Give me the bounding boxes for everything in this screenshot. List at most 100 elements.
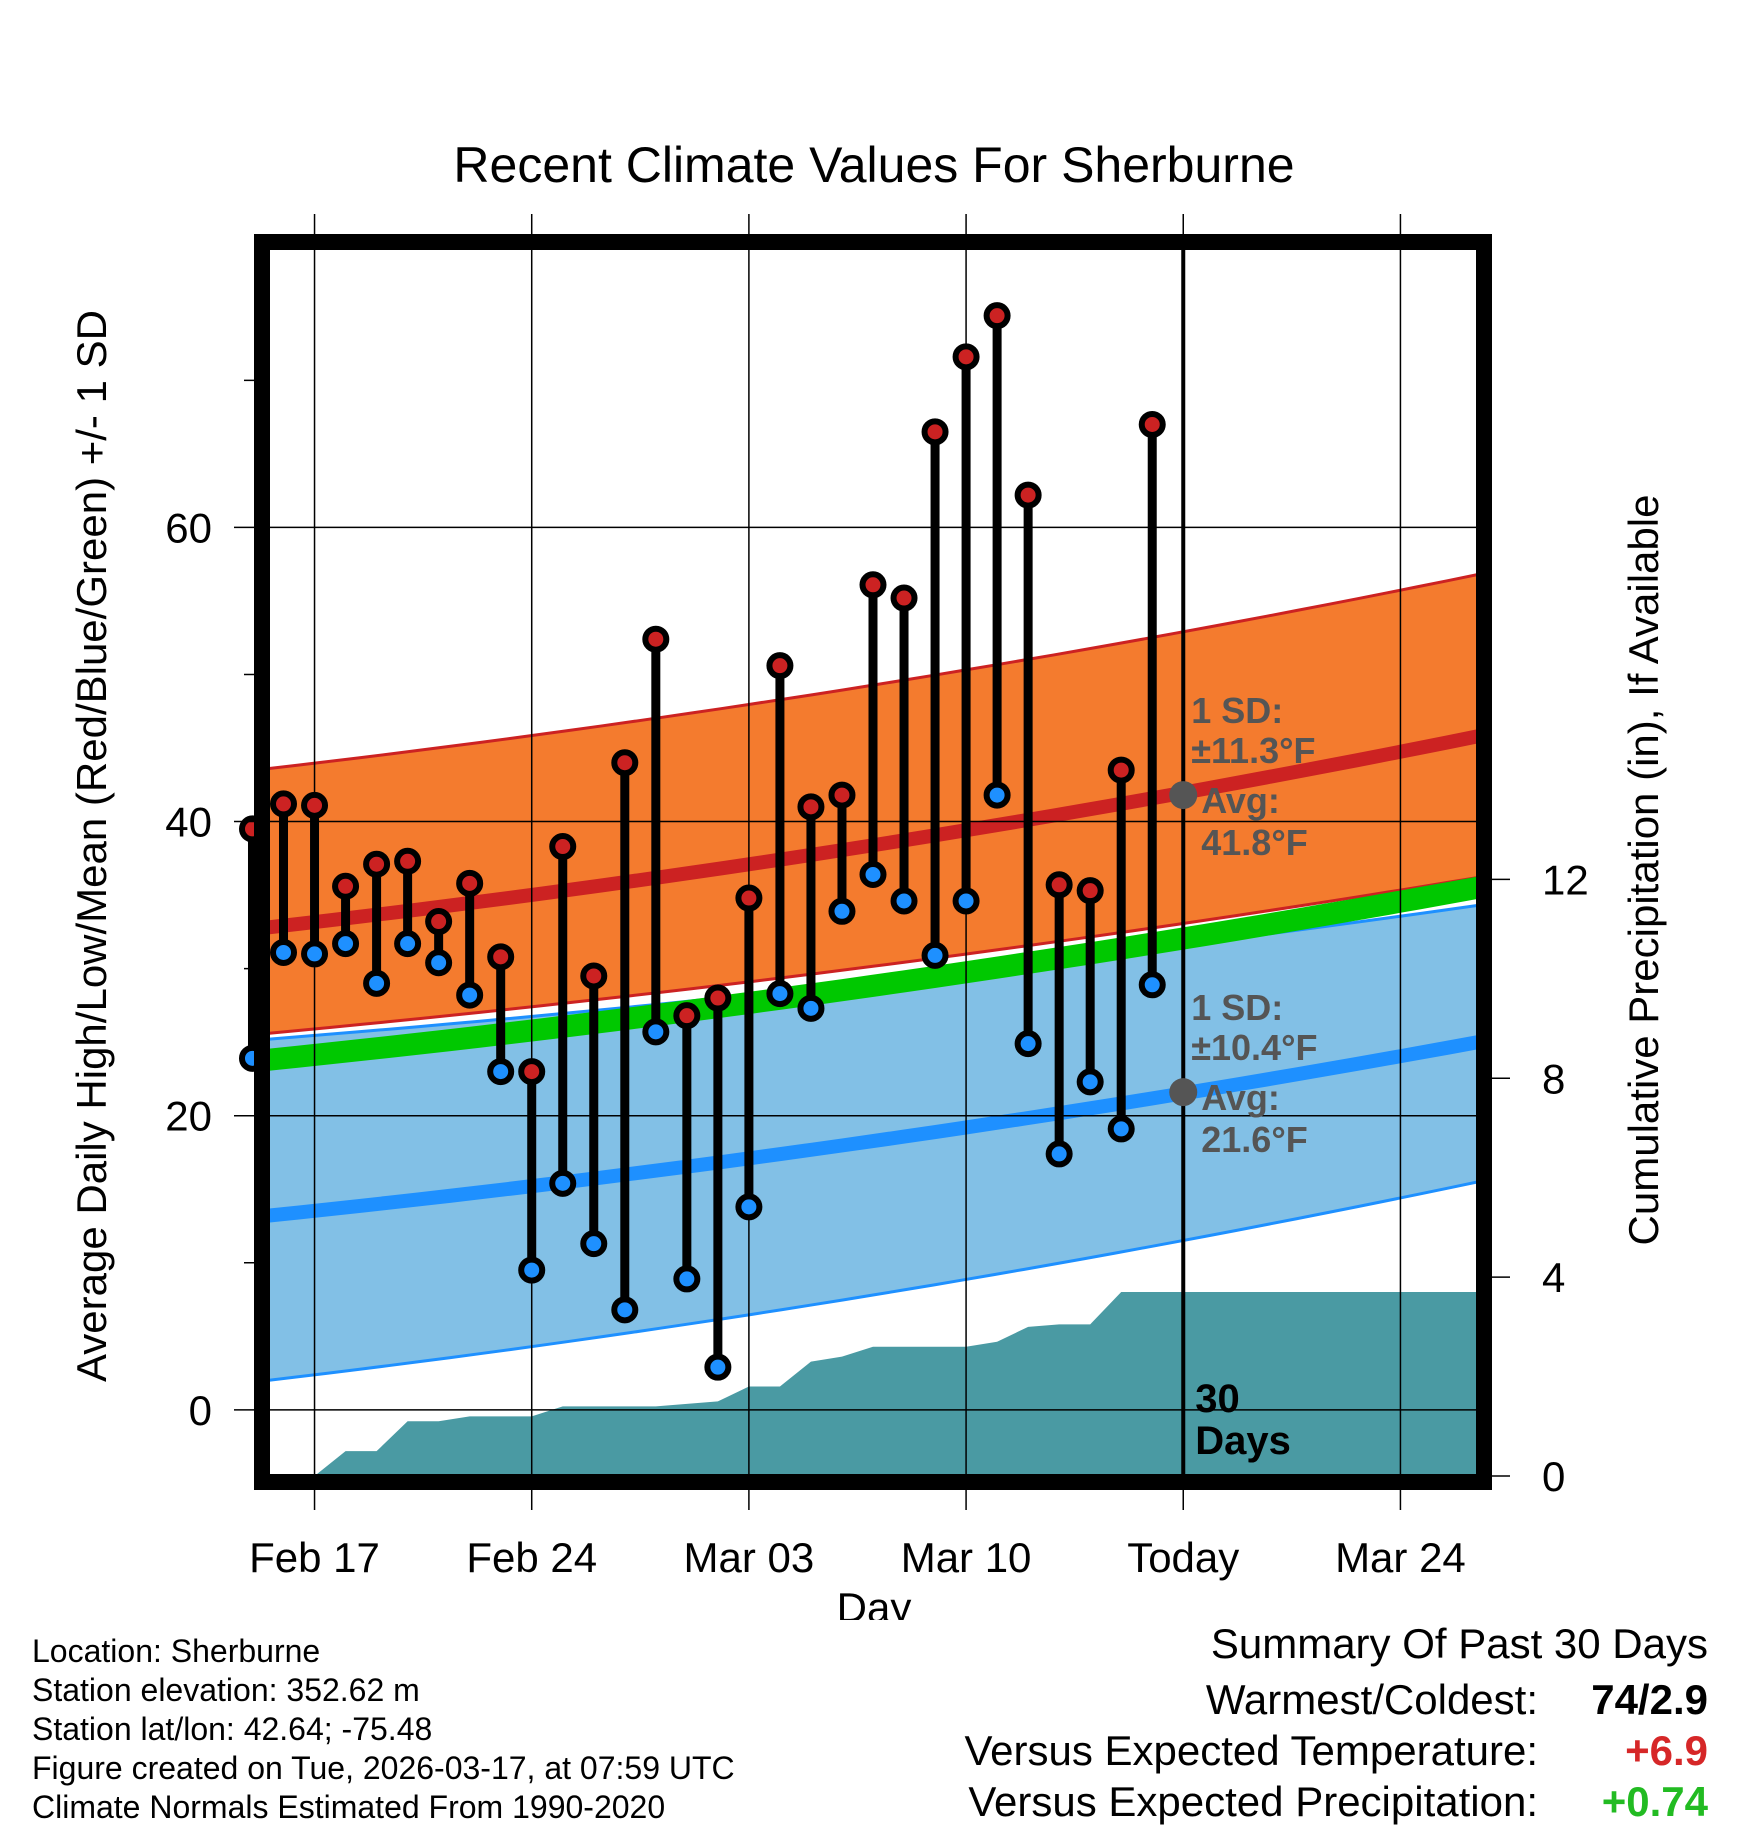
precipitation-departure-value: +0.74 <box>1601 1777 1708 1825</box>
y-tick-label: 0 <box>189 1387 212 1434</box>
y2-axis-label: Cumulative Precipitation (in), If Availa… <box>1620 495 1667 1246</box>
y2-tick-label: 8 <box>1542 1055 1565 1102</box>
low-point <box>704 1353 732 1381</box>
low-point <box>611 1296 639 1324</box>
low-point <box>270 938 298 966</box>
high-point <box>518 1058 546 1086</box>
low-point <box>797 994 825 1022</box>
days-word-label: Days <box>1195 1419 1291 1463</box>
observed-values <box>238 302 1166 1381</box>
high-point <box>890 584 918 612</box>
today-high-sd-value: ±11.3°F <box>1191 730 1315 771</box>
today-high-avg-marker <box>1169 781 1198 810</box>
precip-area-group <box>314 1292 1478 1476</box>
low-point <box>487 1058 515 1086</box>
high-point <box>859 571 887 599</box>
location-text: Location: Sherburne <box>32 1633 321 1669</box>
high-point <box>487 943 515 971</box>
low-point <box>425 949 453 977</box>
station-info: Location: Sherburne Station elevation: 3… <box>32 1632 735 1827</box>
temperature-departure-row: Versus Expected Temperature: +6.9 <box>808 1725 1708 1776</box>
low-point <box>921 941 949 969</box>
high-lower-line <box>268 875 1478 1035</box>
low-point <box>735 1193 763 1221</box>
x-tick-label: Today <box>1127 1534 1239 1581</box>
low-point <box>518 1256 546 1284</box>
low-point <box>952 887 980 915</box>
avg-mean-line <box>268 876 1478 1071</box>
high-point <box>921 418 949 446</box>
high-point <box>270 790 298 818</box>
high-point <box>735 884 763 912</box>
latlon-text: Station lat/lon: 42.64; -75.48 <box>32 1711 433 1747</box>
low-point <box>301 940 329 968</box>
y-axis-label: Average Daily High/Low/Mean (Red/Blue/Gr… <box>68 310 115 1382</box>
low-point <box>1076 1068 1104 1096</box>
precip-area <box>314 1292 1478 1476</box>
high-point <box>828 781 856 809</box>
low-point <box>828 897 856 925</box>
warmest-coldest-label: Warmest/Coldest: <box>1205 1675 1538 1723</box>
summary-title: Summary Of Past 30 Days <box>1210 1620 1708 1667</box>
high-point <box>983 302 1011 330</box>
axis-ticks: 0 20 40 60 0 4 8 12 Feb 17 Feb 24 Mar 03 Mar 10 Toda… <box>165 214 1589 1581</box>
warmest-coldest-row: Warmest/Coldest: 74/2.9 <box>808 1674 1708 1725</box>
high-point <box>394 847 422 875</box>
high-point <box>673 1002 701 1030</box>
low-point <box>983 781 1011 809</box>
low-point <box>363 969 391 997</box>
plot-border <box>254 234 1492 1490</box>
x-tick-label: Mar 24 <box>1335 1534 1466 1581</box>
x-axis-label: Day <box>837 1584 912 1620</box>
low-point <box>642 1018 670 1046</box>
low-point <box>1138 971 1166 999</box>
y-tick-label: 40 <box>165 799 212 846</box>
precipitation-departure-row: Versus Expected Precipitation: +0.74 <box>808 1776 1708 1827</box>
low-point <box>890 887 918 915</box>
high-point <box>704 984 732 1012</box>
high-point <box>952 343 980 371</box>
y2-tick-label: 12 <box>1542 856 1589 903</box>
high-point <box>642 625 670 653</box>
low-point <box>766 980 794 1008</box>
x-tick-label: Mar 10 <box>901 1534 1032 1581</box>
high-point <box>363 850 391 878</box>
high-point <box>1014 481 1042 509</box>
high-point <box>611 749 639 777</box>
x-tick-label: Feb 17 <box>249 1534 380 1581</box>
y-tick-label: 20 <box>165 1093 212 1140</box>
high-point <box>425 908 453 936</box>
low-point <box>1045 1140 1073 1168</box>
high-point <box>549 833 577 861</box>
today-low-avg-marker <box>1169 1078 1198 1107</box>
x-tick-label: Feb 24 <box>466 1534 597 1581</box>
low-point <box>859 861 887 889</box>
low-point <box>1107 1115 1135 1143</box>
today-high-avg-label: Avg: <box>1201 780 1280 821</box>
high-point <box>1076 877 1104 905</box>
today-low-avg-value: 21.6°F <box>1201 1119 1307 1160</box>
low-point <box>580 1230 608 1258</box>
elevation-text: Station elevation: 352.62 m <box>32 1672 420 1708</box>
chart-title: Recent Climate Values For Sherburne <box>453 137 1294 193</box>
high-point <box>332 872 360 900</box>
y-tick-label: 60 <box>165 504 212 551</box>
climate-chart: Recent Climate Values For Sherburne 0 20 4… <box>68 137 1667 1620</box>
precipitation-departure-label: Versus Expected Precipitation: <box>968 1777 1538 1825</box>
created-text: Figure created on Tue, 2026-03-17, at 07… <box>32 1750 735 1786</box>
normals-text: Climate Normals Estimated From 1990-2020 <box>32 1789 666 1825</box>
low-lower-line <box>268 1180 1478 1382</box>
summary-panel: Summary Of Past 30 Days Warmest/Coldest:… <box>808 1620 1708 1827</box>
high-point <box>1045 871 1073 899</box>
y2-tick-label: 0 <box>1542 1453 1565 1500</box>
low-point <box>1014 1030 1042 1058</box>
high-point <box>580 962 608 990</box>
today-low-avg-label: Avg: <box>1201 1077 1280 1118</box>
low-point <box>332 930 360 958</box>
low-point <box>394 930 422 958</box>
today-low-sd-value: ±10.4°F <box>1191 1027 1317 1068</box>
temperature-departure-value: +6.9 <box>1625 1726 1708 1774</box>
high-point <box>1138 410 1166 438</box>
today-high-avg-value: 41.8°F <box>1201 822 1307 863</box>
high-point <box>797 793 825 821</box>
